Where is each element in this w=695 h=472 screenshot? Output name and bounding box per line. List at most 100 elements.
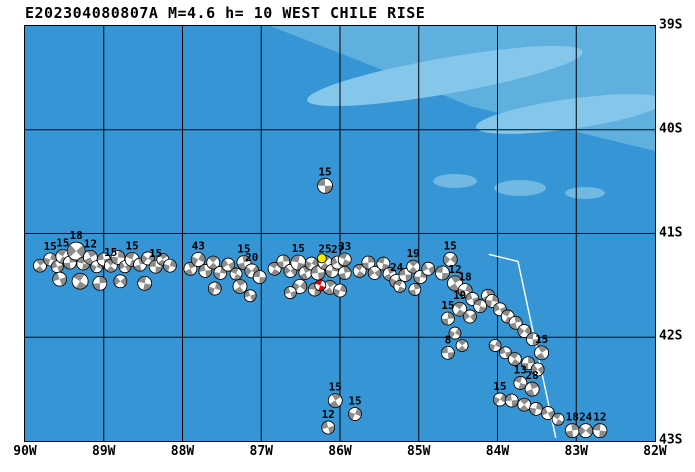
focal-mechanism[interactable] [452,301,468,317]
focal-mechanism[interactable] [367,266,382,280]
depth-label: 19 [407,247,420,260]
focal-mechanism[interactable] [361,255,376,270]
focal-mechanism[interactable] [455,339,469,352]
depth-label: 24 [579,411,593,424]
bathymetry-blob [433,174,477,188]
lon-tick-label: 85W [407,444,431,459]
focal-mechanism[interactable] [298,266,313,280]
focal-mechanism[interactable] [137,275,153,291]
depth-label: 15 [292,242,305,255]
focal-mechanism[interactable] [463,309,477,324]
focal-mechanism[interactable] [376,256,391,271]
focal-mechanism[interactable] [499,346,512,360]
depth-label: 8 [445,333,452,346]
focal-mechanism[interactable] [66,241,86,261]
depth-label: 12 [322,408,335,421]
highlight-marker-yellow[interactable] [316,253,327,264]
focal-mechanism[interactable] [504,393,519,408]
focal-mechanism[interactable] [442,252,458,267]
focal-mechanism[interactable] [317,177,333,194]
focal-mechanism[interactable] [232,279,248,294]
focal-mechanism[interactable] [393,280,407,293]
focal-mechanism[interactable] [493,392,507,407]
focal-mechanism[interactable] [441,345,455,360]
focal-mechanism[interactable] [564,423,580,438]
focal-mechanism[interactable] [333,283,347,298]
focal-mechanism[interactable] [284,286,297,299]
highlight-event-red[interactable] [314,279,327,292]
focal-mechanism[interactable] [92,275,108,291]
lon-tick-label: 86W [328,444,352,459]
depth-label: 15 [125,239,138,252]
focal-mechanism[interactable] [52,271,68,287]
focal-mechanism[interactable] [465,292,480,306]
focal-mechanism[interactable] [447,275,463,292]
lat-tick-label: 42S [659,328,683,344]
focal-mechanism[interactable] [517,324,532,338]
lat-tick-label: 39S [659,17,683,33]
focal-mechanism[interactable] [406,259,421,274]
focal-mechanism[interactable] [327,393,343,408]
focal-mechanism[interactable] [207,281,222,296]
focal-mechanism[interactable] [578,423,594,438]
focal-mechanism[interactable] [337,266,352,280]
depth-label: 15 [535,333,548,346]
focal-mechanism[interactable] [526,332,540,347]
focal-mechanism[interactable] [221,257,236,272]
focal-mechanism[interactable] [206,255,221,270]
focal-mechanism[interactable] [337,252,352,267]
lon-tick-label: 90W [13,444,37,459]
focal-mechanism[interactable] [530,362,545,377]
focal-mechanism[interactable] [592,423,608,438]
focal-mechanism[interactable] [348,407,362,421]
focal-mechanism[interactable] [292,279,308,294]
focal-mechanism[interactable] [50,260,64,274]
focal-mechanism[interactable] [352,264,367,278]
focal-mechanism[interactable] [83,250,98,265]
focal-mechanism[interactable] [521,356,536,371]
focal-mechanism[interactable] [110,250,126,265]
focal-mechanism[interactable] [421,261,436,276]
depth-label: 20 [245,251,258,264]
focal-mechanism[interactable] [310,265,326,281]
focal-mechanism[interactable] [513,376,528,390]
focal-mechanism[interactable] [529,401,543,416]
focal-mechanism[interactable] [290,254,307,271]
focal-mechanism[interactable] [534,345,549,361]
map-frame: 15 15 15 18 12 15 15 15 43 15 20 15 25 27 33 24 19 15 12 18… [24,25,656,442]
focal-mechanism[interactable] [488,339,502,352]
focal-mechanism[interactable] [524,381,540,397]
focal-mechanism[interactable] [140,251,155,266]
bathymetry-blob [565,187,605,199]
focal-mechanism[interactable] [435,265,450,281]
depth-label: 19 [453,289,466,302]
lat-tick-label: 40S [659,121,683,137]
focal-mechanism[interactable] [163,258,177,273]
focal-mechanism[interactable] [507,352,522,366]
focal-mechanism[interactable] [33,258,47,273]
depth-label: 24 [390,261,404,274]
focal-mechanism[interactable] [517,397,532,412]
focal-mechanism[interactable] [276,254,291,269]
focal-mechanism[interactable] [473,299,488,313]
focal-mechanism[interactable] [243,289,257,303]
focal-mechanism[interactable] [71,272,89,290]
lat-tick-label: 41S [659,225,683,240]
focal-mechanism[interactable] [229,267,243,281]
focal-mechanism[interactable] [113,274,128,289]
focal-mechanism[interactable] [408,283,422,296]
depth-label: 43 [192,239,205,252]
focal-mechanism[interactable] [252,270,267,284]
focal-mechanism[interactable] [551,412,565,426]
depth-label: 27 [331,243,344,256]
bathymetry-streak [307,45,583,107]
focal-mechanism[interactable] [508,315,523,330]
depth-label: 15 [44,240,57,253]
focal-mechanism[interactable] [448,326,462,340]
focal-mechanism[interactable] [190,252,206,267]
focal-mechanism[interactable] [321,420,336,435]
depth-label: 15 [237,243,250,256]
focal-mechanism[interactable] [441,311,455,326]
